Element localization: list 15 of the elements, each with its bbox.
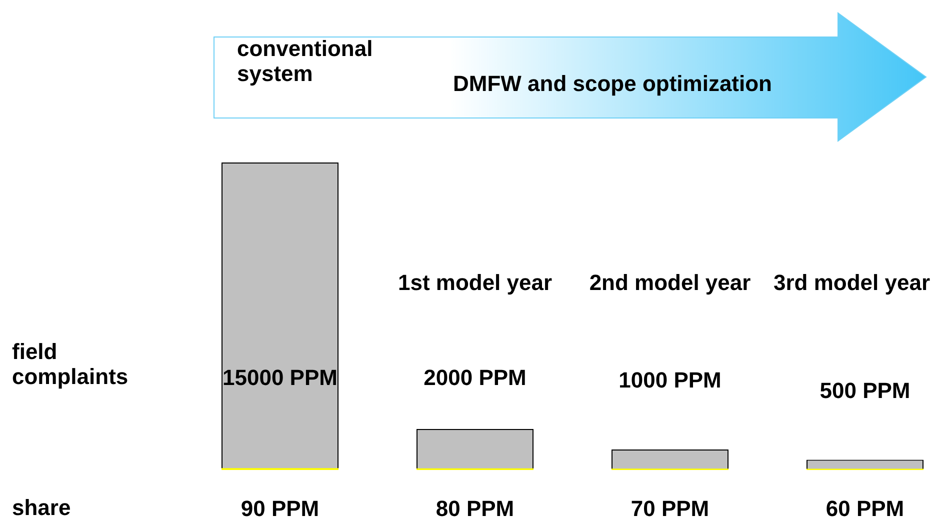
data-label: 90 PPM	[240, 496, 320, 520]
data-label: 80 PPM	[436, 496, 514, 520]
x-tick-label: 2nd model year	[589, 270, 752, 295]
data-label: 2000 PPM	[424, 365, 526, 390]
data-label: 500 PPM	[820, 378, 910, 403]
text: DMFW and scope optimization	[453, 71, 773, 96]
x-tick-label: 3rd model year	[773, 270, 930, 295]
text: share	[12, 495, 72, 520]
data-label: 60 PPM	[826, 496, 904, 520]
data-label: 1000 PPM	[618, 368, 722, 392]
text: field complaints	[12, 339, 130, 389]
text: conventional system	[237, 36, 374, 86]
data-label: 15000 PPM	[222, 365, 338, 390]
x-tick-label: 1st model year	[398, 270, 552, 295]
data-label: 70 PPM	[630, 496, 710, 520]
